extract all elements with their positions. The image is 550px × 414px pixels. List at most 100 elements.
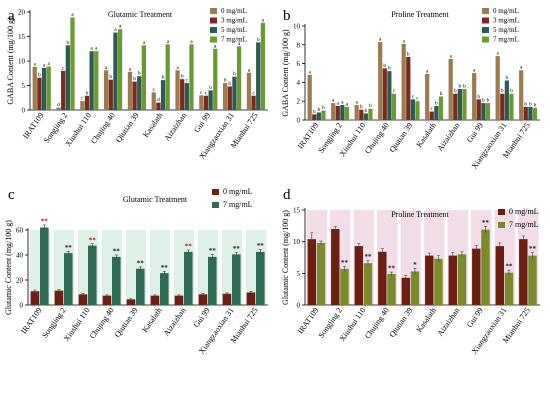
- bar: [104, 70, 109, 110]
- significance-letter: b: [407, 52, 410, 58]
- y-tick-label: 5: [297, 270, 301, 278]
- x-tick-label: Gui 99: [192, 111, 212, 134]
- significance-letter: b: [181, 74, 184, 80]
- x-tick-label: Qiutian 39: [114, 111, 141, 144]
- significance-letter: a: [308, 69, 311, 75]
- legend-swatch: [498, 222, 505, 228]
- bar: [102, 295, 112, 305]
- significance-mark: **: [41, 218, 49, 226]
- panel-label: b: [283, 8, 291, 24]
- y-tick-label: 4: [297, 79, 301, 87]
- panel-label: c: [8, 187, 15, 203]
- bar: [331, 229, 340, 305]
- significance-mark: **: [65, 244, 73, 252]
- significance-mark: *: [413, 261, 417, 269]
- legend-swatch: [210, 8, 217, 14]
- significance-letter: c: [153, 87, 156, 93]
- bar: [126, 299, 136, 305]
- bar: [150, 295, 160, 305]
- bar: [410, 99, 415, 120]
- bar: [65, 45, 70, 110]
- bar: [160, 273, 169, 305]
- significance-letter: b: [162, 75, 165, 81]
- bar: [174, 295, 184, 305]
- x-tick-label: Kasalath: [140, 306, 163, 334]
- significance-mark: **: [257, 242, 265, 250]
- y-tick-label: 60: [16, 227, 24, 235]
- legend-label: 7 mg/mL: [223, 200, 253, 209]
- bar: [141, 45, 147, 110]
- significance-letter: c: [205, 90, 208, 96]
- significance-letter: a: [95, 46, 98, 52]
- significance-mark: **: [113, 248, 121, 256]
- bar: [165, 44, 170, 111]
- bar: [434, 258, 443, 305]
- y-tick-label: 0: [22, 107, 26, 115]
- bar: [331, 103, 336, 120]
- significance-letter: a: [43, 62, 46, 68]
- bar: [495, 246, 505, 305]
- significance-letter: b: [228, 81, 231, 87]
- x-tick-label: Gui 99: [465, 121, 485, 144]
- bar: [387, 273, 396, 305]
- bar: [481, 103, 486, 120]
- significance-letter: c: [393, 88, 396, 94]
- bar: [340, 268, 349, 305]
- bar: [425, 73, 430, 120]
- significance-letter: b: [369, 103, 372, 109]
- bar: [316, 112, 321, 120]
- bar: [175, 70, 180, 110]
- bar: [132, 81, 137, 110]
- significance-letter: b: [209, 85, 212, 91]
- bar: [127, 71, 133, 110]
- bar: [117, 29, 123, 110]
- significance-letter: a: [248, 67, 251, 73]
- significance-letter: b: [224, 78, 227, 84]
- significance-letter: a: [337, 100, 340, 106]
- bar: [64, 253, 73, 305]
- bar: [481, 229, 490, 305]
- significance-letter: b: [482, 98, 485, 104]
- bar: [344, 106, 350, 120]
- significance-letter: c: [412, 94, 415, 100]
- bar: [180, 79, 185, 110]
- legend-swatch: [210, 27, 217, 33]
- x-tick-label: IRAT109: [21, 111, 45, 141]
- bar: [37, 77, 42, 110]
- x-tick-label: Qiutian 39: [388, 121, 415, 154]
- significance-letter: b: [109, 74, 112, 80]
- y-tick-label: 10: [293, 23, 301, 31]
- bar: [232, 254, 241, 305]
- bar: [363, 113, 368, 120]
- bar: [32, 66, 37, 110]
- y-axis-label: GABA Content (mg/100 g): [281, 29, 290, 117]
- significance-letter: b: [233, 71, 236, 77]
- bar: [30, 291, 40, 305]
- significance-letter: a: [47, 61, 50, 67]
- bar: [246, 292, 256, 305]
- legend-swatch: [210, 36, 217, 43]
- y-tick-label: 15: [293, 207, 301, 215]
- significance-letter: b: [529, 101, 532, 107]
- bar: [429, 111, 434, 120]
- significance-letter: b: [463, 83, 466, 89]
- bar: [359, 109, 364, 120]
- significance-letter: a: [402, 38, 405, 44]
- x-tick-label: Qiutian 39: [113, 306, 140, 339]
- x-tick-label: Qiutian 39: [388, 306, 415, 339]
- bar: [227, 86, 232, 110]
- y-axis-label: GABA Content (mg/100 g): [6, 17, 15, 105]
- bar: [406, 57, 411, 120]
- x-tick-label: Kasalath: [141, 111, 164, 139]
- bar: [136, 268, 145, 305]
- y-tick-label: 10: [293, 238, 301, 246]
- bar: [354, 104, 359, 120]
- bar: [387, 71, 392, 120]
- bar: [316, 242, 326, 305]
- y-tick-label: 0: [20, 302, 24, 310]
- bar: [112, 256, 121, 305]
- bar: [46, 66, 51, 110]
- bar: [504, 80, 509, 120]
